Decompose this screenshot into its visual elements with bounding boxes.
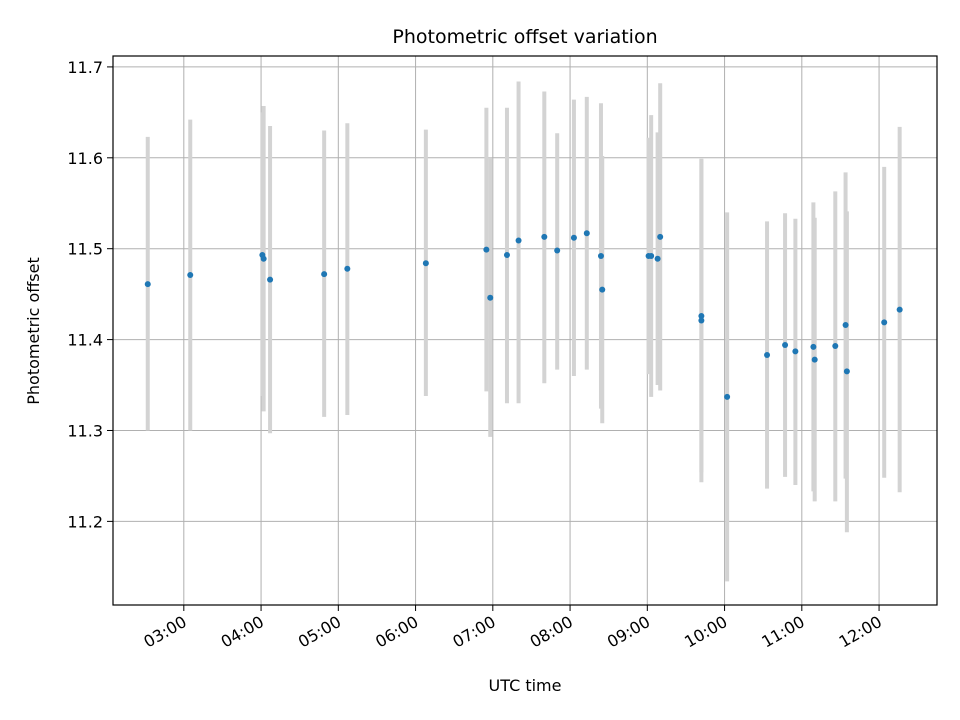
data-point bbox=[843, 368, 850, 375]
data-point bbox=[657, 233, 664, 240]
data-point bbox=[515, 237, 522, 244]
x-axis: 03:00 04:00 05:00 06:00 07:00 08:00 09:00 10:00… bbox=[140, 605, 885, 652]
x-tick-label: 11:00 bbox=[758, 612, 807, 652]
y-tick-label: 11.6 bbox=[67, 149, 103, 168]
y-axis-label: Photometric offset bbox=[24, 257, 43, 405]
data-point bbox=[599, 286, 606, 293]
plot-frame bbox=[112, 55, 938, 606]
data-point bbox=[724, 393, 731, 400]
x-tick-label: 12:00 bbox=[836, 612, 885, 652]
data-point bbox=[698, 317, 705, 324]
y-tick-label: 11.4 bbox=[67, 331, 103, 350]
x-tick-label: 03:00 bbox=[140, 612, 189, 652]
data-point bbox=[503, 252, 510, 259]
x-tick-label: 05:00 bbox=[295, 612, 344, 652]
x-axis-label: UTC time bbox=[489, 676, 562, 695]
y-tick-label: 11.7 bbox=[67, 58, 103, 77]
data-point bbox=[782, 342, 789, 349]
x-tick-label: 04:00 bbox=[218, 612, 267, 652]
x-tick-label: 06:00 bbox=[372, 612, 421, 652]
data-point bbox=[896, 306, 903, 313]
x-tick-label: 09:00 bbox=[604, 612, 653, 652]
data-point bbox=[698, 312, 705, 319]
data-points bbox=[144, 230, 903, 400]
data-point bbox=[810, 343, 817, 350]
data-point bbox=[483, 246, 490, 253]
data-point bbox=[344, 265, 351, 272]
data-point bbox=[842, 322, 849, 329]
data-point bbox=[187, 272, 194, 279]
data-point bbox=[260, 255, 267, 262]
grid bbox=[113, 56, 937, 605]
chart-title: Photometric offset variation bbox=[392, 26, 657, 48]
data-point bbox=[792, 348, 799, 355]
error-bars bbox=[145, 81, 902, 582]
data-point bbox=[570, 234, 577, 241]
data-point bbox=[487, 294, 494, 301]
data-point bbox=[583, 230, 590, 237]
y-axis: 11.2 11.3 11.4 11.5 11.6 11.7 bbox=[67, 58, 113, 531]
data-point bbox=[267, 276, 274, 283]
data-point bbox=[554, 247, 561, 254]
y-tick-label: 11.3 bbox=[67, 421, 103, 440]
data-point bbox=[764, 352, 771, 359]
data-point bbox=[648, 252, 655, 259]
y-tick-label: 11.5 bbox=[67, 240, 103, 259]
data-point bbox=[832, 342, 839, 349]
x-tick-label: 07:00 bbox=[449, 612, 498, 652]
x-tick-label: 10:00 bbox=[681, 612, 730, 652]
data-point bbox=[654, 255, 661, 262]
data-point bbox=[881, 319, 888, 326]
data-point bbox=[321, 271, 328, 278]
data-point bbox=[541, 233, 548, 240]
data-point bbox=[597, 252, 604, 259]
data-point bbox=[422, 260, 429, 267]
x-tick-label: 08:00 bbox=[527, 612, 576, 652]
data-point bbox=[811, 356, 818, 363]
data-point bbox=[144, 281, 151, 288]
y-tick-label: 11.2 bbox=[67, 512, 103, 531]
